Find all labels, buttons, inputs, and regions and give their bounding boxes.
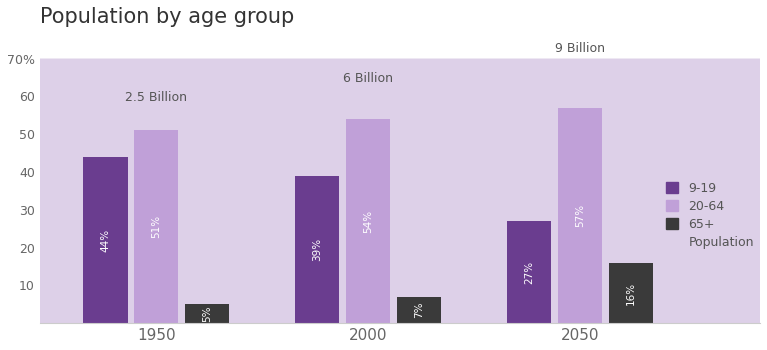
Text: 16%: 16% [626,281,636,304]
Text: 27%: 27% [524,261,534,284]
Bar [134,130,179,323]
Bar [295,176,340,323]
Text: 57%: 57% [575,204,585,227]
Ellipse shape [0,108,767,206]
Bar [558,108,602,323]
Text: 51%: 51% [151,215,161,238]
Text: 9 Billion: 9 Billion [555,42,605,55]
Bar [84,157,127,323]
Ellipse shape [0,58,767,350]
Text: 39%: 39% [312,238,322,261]
Text: 2.5 Billion: 2.5 Billion [125,91,187,104]
Text: 5%: 5% [202,306,212,322]
Ellipse shape [0,89,767,331]
Text: 7%: 7% [414,302,424,318]
Text: Population by age group: Population by age group [40,7,294,27]
Bar [185,304,229,323]
Bar [609,263,653,323]
Bar [397,297,441,323]
Bar [507,221,551,323]
Bar [346,119,390,323]
Text: 44%: 44% [100,229,110,252]
Legend: 9-19, 20-64, 65+, Population: 9-19, 20-64, 65+, Population [666,182,754,249]
Text: 54%: 54% [363,210,374,233]
Text: 6 Billion: 6 Billion [343,72,393,85]
